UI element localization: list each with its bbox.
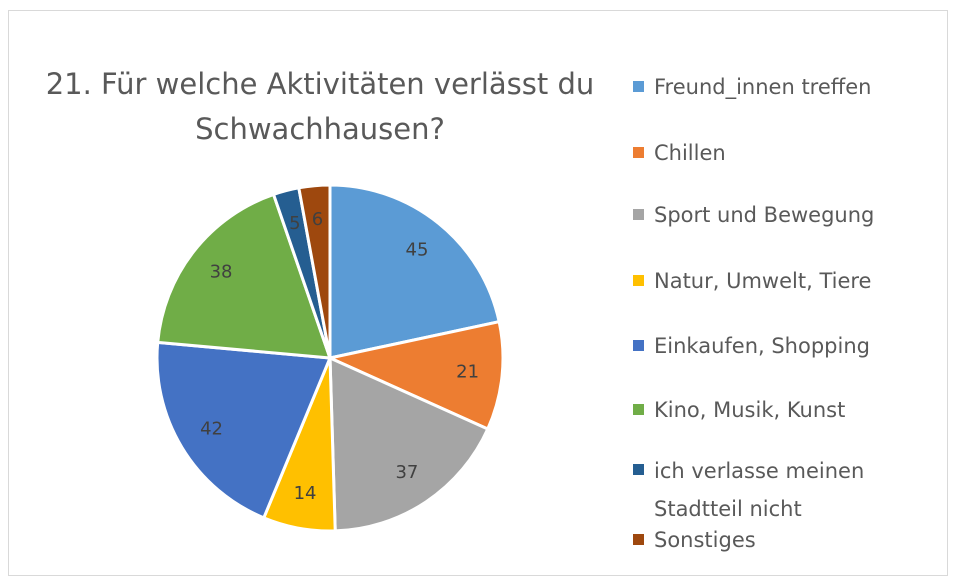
legend-item: Natur, Umwelt, Tiere	[633, 263, 933, 299]
legend-label: Kino, Musik, Kunst	[654, 398, 846, 422]
pie-slice	[297, 183, 332, 359]
data-label: 14	[294, 483, 317, 504]
chart-title: 21. Für welche Aktivitäten verlässt du S…	[45, 67, 595, 146]
legend-label: Chillen	[654, 141, 726, 165]
legend-swatch	[633, 464, 644, 475]
legend-label: Sonstiges	[654, 528, 756, 552]
legend-item: Freund_innen treffen	[633, 69, 933, 105]
data-label: 6	[312, 209, 323, 230]
data-label: 37	[395, 462, 418, 483]
pie-slice	[328, 355, 490, 533]
chart-frame	[8, 10, 948, 576]
legend-label: Natur, Umwelt, Tiere	[654, 269, 872, 293]
legend-swatch	[633, 209, 644, 220]
legend-label: Einkaufen, Shopping	[654, 334, 870, 358]
pie-slice	[325, 319, 505, 431]
pie-slice	[155, 340, 333, 520]
legend-item: Einkaufen, Shopping	[633, 328, 933, 364]
data-label: 5	[289, 213, 300, 234]
legend-item: Sport und Bewegung	[633, 197, 933, 233]
legend-label: Sport und Bewegung	[654, 203, 875, 227]
legend-label: ich verlasse meinen Stadtteil nicht	[654, 459, 865, 521]
data-label: 38	[210, 262, 233, 283]
legend-swatch	[633, 275, 644, 286]
legend-swatch	[633, 534, 644, 545]
pie-slice	[328, 183, 501, 360]
legend-label: Freund_innen treffen	[654, 75, 872, 99]
legend-item: Sonstiges	[633, 522, 933, 558]
data-label: 42	[200, 419, 223, 440]
legend-swatch	[633, 81, 644, 92]
legend-swatch	[633, 147, 644, 158]
legend-swatch	[633, 404, 644, 415]
legend-item: Chillen	[633, 135, 933, 171]
legend-item: Kino, Musik, Kunst	[633, 392, 933, 428]
legend-item: ich verlasse meinen Stadtteil nicht	[633, 452, 883, 528]
data-label: 21	[456, 362, 479, 383]
data-label: 45	[406, 239, 429, 260]
legend-swatch	[633, 340, 644, 351]
